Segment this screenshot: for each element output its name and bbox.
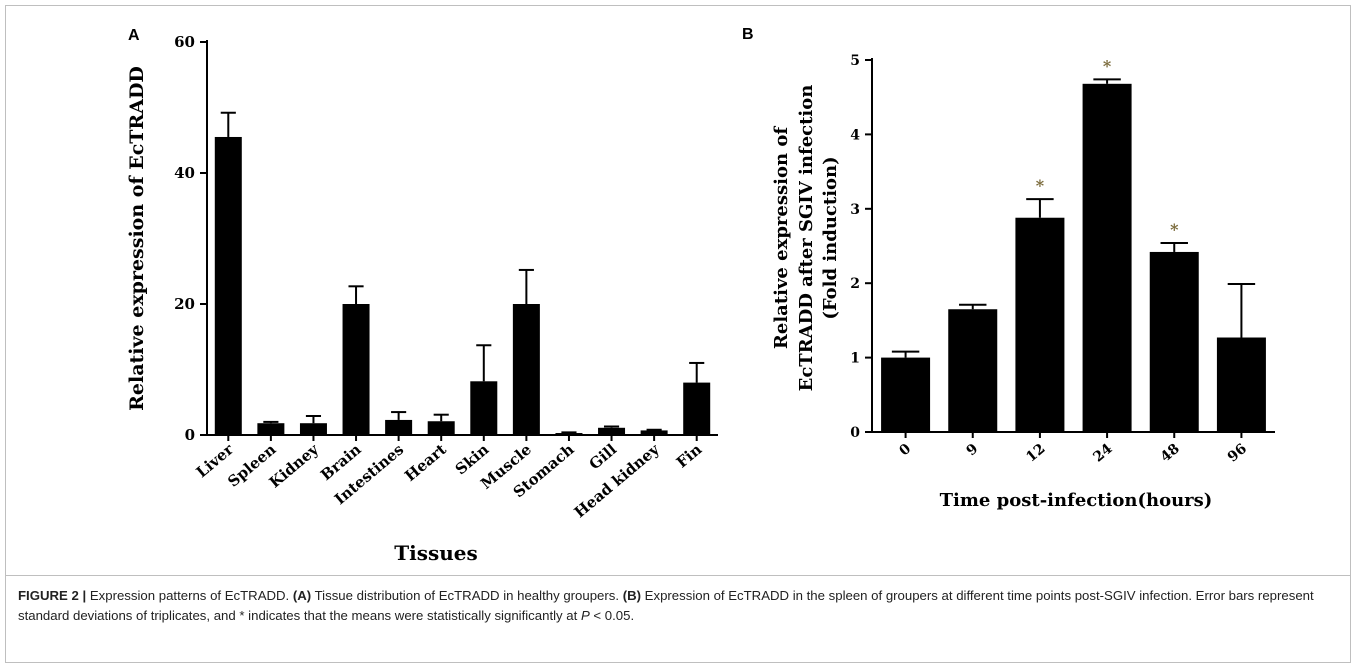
caption-text-2: Tissue distribution of EcTRADD in health… <box>311 588 623 603</box>
bar-9 <box>948 309 998 432</box>
x-axis-label: Time post-infection(hours) <box>940 490 1213 511</box>
y-axis-label: Relative expression of EcTRADD <box>126 66 148 411</box>
caption-text-3: Expression of EcTRADD in the spleen of g… <box>18 588 1314 623</box>
x-tick-label: 48 <box>1158 441 1183 466</box>
x-tick-label: 96 <box>1225 441 1250 466</box>
caption-divider <box>5 575 1351 576</box>
y-axis-label-line: (Fold induction) <box>820 156 841 319</box>
bar-spleen <box>257 423 285 435</box>
bar-liver <box>214 136 242 435</box>
y-tick-label: 40 <box>174 164 195 182</box>
x-tick-label: 9 <box>964 441 982 460</box>
y-tick-label: 3 <box>850 202 860 218</box>
panel-label-a: A <box>128 27 140 44</box>
bar-muscle <box>512 304 540 435</box>
y-tick-label: 0 <box>185 426 195 444</box>
x-axis-label: Tissues <box>394 541 478 565</box>
caption-text-4: < 0.05. <box>589 608 635 623</box>
y-tick-label: 4 <box>850 127 860 143</box>
bar-48 <box>1149 251 1199 432</box>
bar-skin <box>470 381 498 435</box>
caption-figure-number: FIGURE 2 | <box>18 588 87 603</box>
figure-frame <box>5 5 1351 663</box>
y-tick-label: 60 <box>174 33 195 51</box>
caption-label-a: (A) <box>292 588 312 603</box>
y-tick-label: 0 <box>850 425 860 441</box>
y-tick-label: 20 <box>174 295 195 313</box>
panel-label-b: B <box>742 26 754 43</box>
bar-head-kidney <box>640 430 668 435</box>
bar-brain <box>342 304 370 435</box>
bar-intestines <box>385 419 413 435</box>
x-tick-label: 12 <box>1023 441 1048 466</box>
figure-charts: A0204060LiverSpleenKidneyBrainIntestines… <box>126 26 1275 565</box>
bar-stomach <box>555 433 583 435</box>
figure-caption: FIGURE 2 | Expression patterns of EcTRAD… <box>18 586 1338 626</box>
x-tick-label: 0 <box>896 441 914 460</box>
y-tick-label: 2 <box>850 276 860 292</box>
bar-0 <box>881 357 931 432</box>
x-tick-label: Fin <box>673 440 706 471</box>
x-tick-label: Kidney <box>266 439 323 491</box>
bar-kidney <box>299 423 327 435</box>
significance-marker: * <box>1036 176 1045 195</box>
x-tick-label: Heart <box>401 440 450 485</box>
bar-96 <box>1216 337 1266 432</box>
caption-text-1: Expression patterns of EcTRADD. <box>86 588 293 603</box>
y-axis-label-line: Relative expression of <box>771 126 792 349</box>
caption-p-symbol: P <box>580 608 590 623</box>
y-tick-label: 1 <box>850 351 860 367</box>
y-axis-label-line: EcTRADD after SGIV infection <box>796 85 817 392</box>
significance-marker: * <box>1103 56 1112 75</box>
bar-heart <box>427 421 455 435</box>
x-tick-label: 24 <box>1090 441 1115 466</box>
caption-label-b: (B) <box>622 588 642 603</box>
y-tick-label: 5 <box>850 53 860 69</box>
x-tick-label: Gill <box>586 440 621 473</box>
bar-12 <box>1015 217 1065 432</box>
significance-marker: * <box>1170 220 1179 239</box>
bar-fin <box>683 382 711 435</box>
bar-gill <box>598 427 626 435</box>
bar-24 <box>1082 83 1132 433</box>
